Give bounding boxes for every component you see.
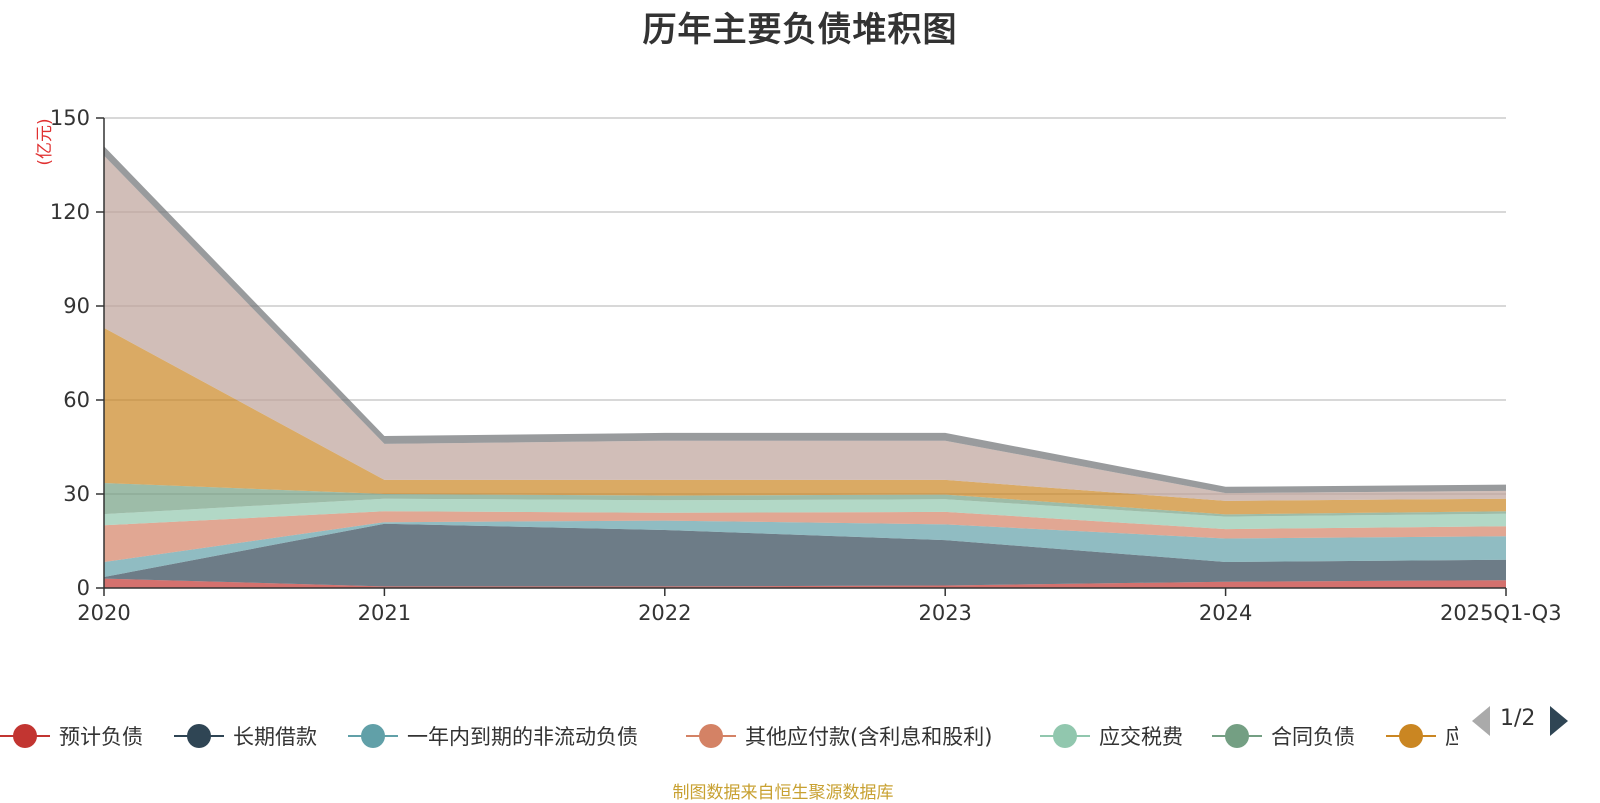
legend-marker-icon (1386, 723, 1436, 749)
chart-title: 历年主要负债堆积图 (642, 10, 958, 50)
legend-label: 一年内到期的非流动负债 (407, 725, 638, 749)
series-area (104, 523, 1506, 587)
series-area (104, 520, 1506, 577)
legend-page-indicator: 1/2 (1500, 706, 1536, 731)
legend-label: 长期借款 (233, 725, 317, 749)
x-tick-label: 2023 (918, 601, 971, 625)
legend-next-page-icon[interactable] (1550, 706, 1568, 736)
y-tick-label: 120 (50, 200, 90, 224)
legend-marker-icon (1040, 723, 1090, 749)
series-area (104, 498, 1506, 530)
y-tick-label: 60 (63, 388, 90, 412)
legend-pager: 1/2 (1470, 704, 1600, 740)
y-tick-label: 150 (50, 106, 90, 130)
y-tick-label: 90 (63, 294, 90, 318)
stacked-area-chart: 0 30 60 90 120 150 2020 2021 2022 2023 2024 2025Q1-… (35, 106, 1562, 625)
series-area (104, 483, 1506, 517)
axes: 0 30 60 90 120 150 2020 2021 2022 2023 2024 2025Q1-… (50, 106, 1562, 625)
legend-label: 合同负债 (1271, 725, 1355, 749)
legend-item[interactable]: 一年内到期的非流动负债 (348, 718, 638, 754)
data-source-footer: 制图数据来自恒生聚源数据库 (672, 783, 894, 803)
legend-label: 应交税费 (1099, 725, 1183, 749)
x-tick-label: 2024 (1199, 601, 1252, 625)
legend-item[interactable]: 应交税费 (1040, 718, 1183, 754)
series-area (104, 511, 1506, 562)
legend-marker-icon (1212, 723, 1262, 749)
legend-prev-page-icon[interactable] (1472, 706, 1490, 736)
y-axis-unit-label: (亿元) (35, 118, 55, 165)
legend-item[interactable]: 预计负债 (0, 718, 143, 754)
series-areas (104, 146, 1506, 588)
legend-item[interactable]: 其他应付款(含利息和股利) (686, 718, 992, 754)
legend-marker-icon (174, 723, 224, 749)
legend-item[interactable]: 长期借款 (174, 718, 317, 754)
series-area (104, 578, 1506, 588)
x-tick-label: 2025Q1-Q3 (1440, 601, 1562, 625)
x-tick-label: 2020 (77, 601, 130, 625)
legend-item[interactable]: 应付账款 (1386, 718, 1458, 754)
legend-marker-icon (686, 723, 736, 749)
legend-marker-icon (348, 723, 398, 749)
legend-label: 预计负债 (59, 725, 143, 749)
legend-marker-icon (0, 723, 50, 749)
legend-label: 其他应付款(含利息和股利) (745, 725, 993, 749)
legend-label: 应付账款 (1445, 725, 1458, 749)
y-tick-label: 0 (77, 576, 90, 600)
x-tick-label: 2022 (638, 601, 691, 625)
y-tick-label: 30 (63, 482, 90, 506)
legend: 预计负债 长期借款 一年内到期的非流动负债 其他应付款(含利息和股利) 应交税费 合同负债… (0, 718, 1458, 758)
x-tick-label: 2021 (358, 601, 411, 625)
legend-item[interactable]: 合同负债 (1212, 718, 1355, 754)
